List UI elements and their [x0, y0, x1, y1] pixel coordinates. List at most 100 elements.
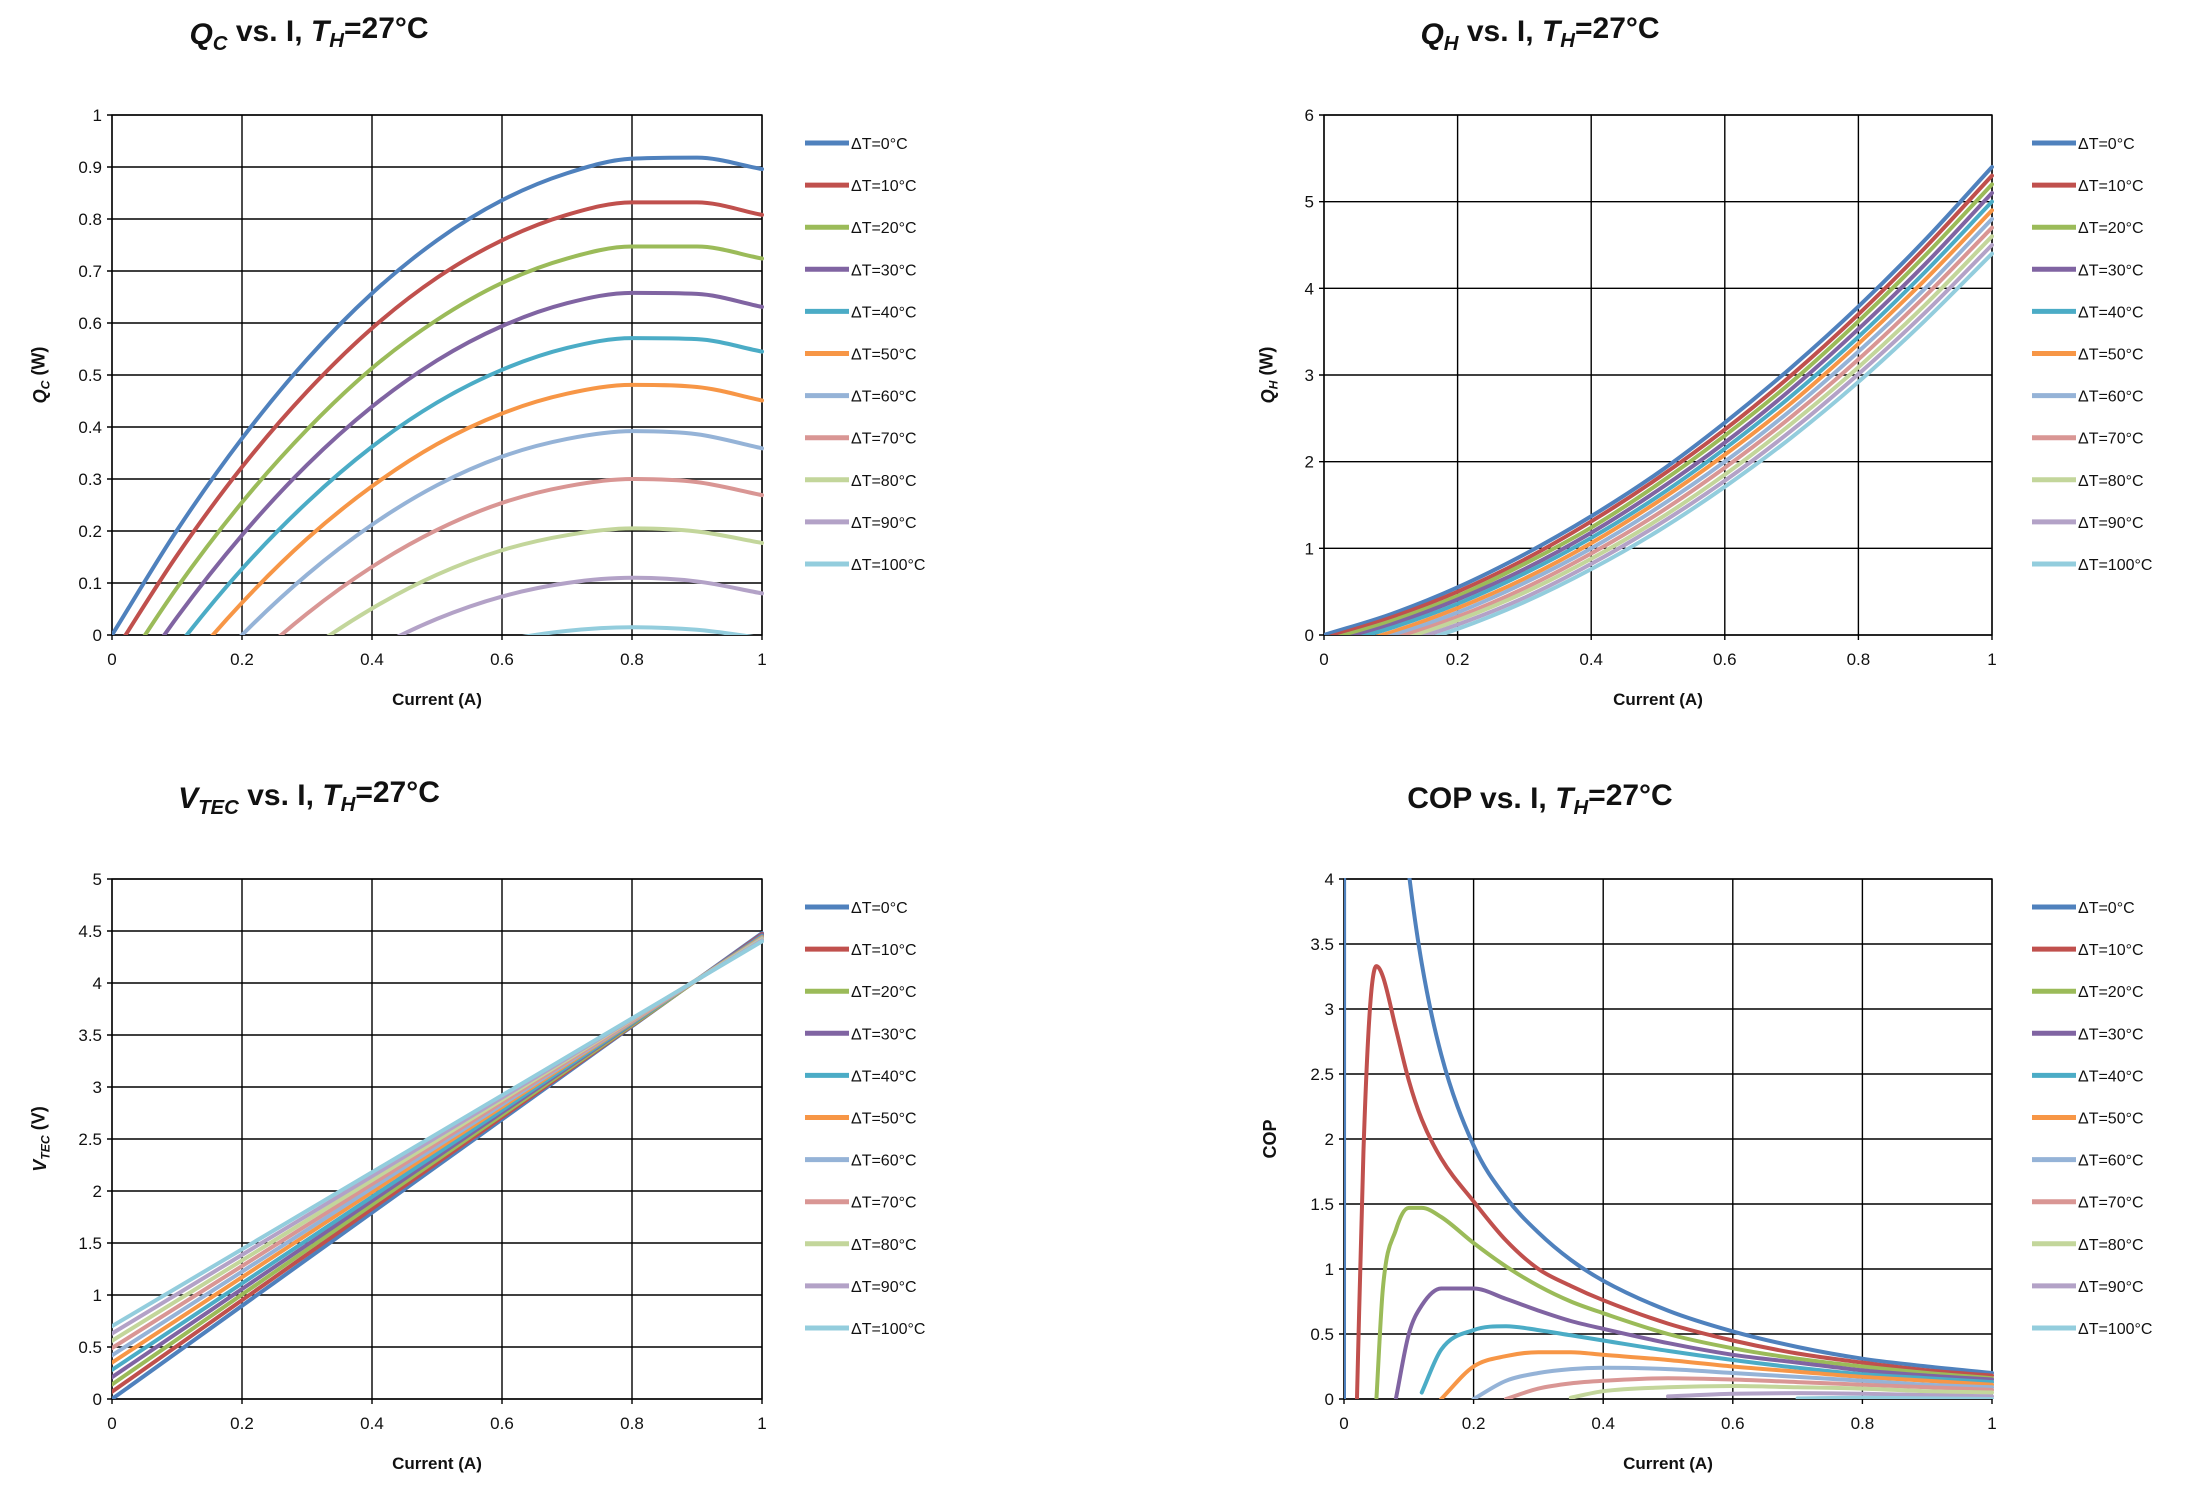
text-segment: Q — [1258, 389, 1278, 403]
y-tick-label: 0.7 — [78, 262, 102, 281]
x-tick-label: 0.6 — [1721, 1414, 1745, 1433]
legend-item: ΔT=70°C — [805, 1195, 917, 1212]
y-tick-label: 2 — [93, 1182, 102, 1201]
y-tick-label: 0 — [93, 626, 102, 645]
x-tick-label: 1 — [757, 650, 766, 669]
y-tick-label: 6 — [1305, 106, 1314, 125]
legend-item: ΔT=0°C — [805, 900, 908, 917]
series-line — [1421, 243, 1994, 635]
legend-label: ΔT=10°C — [2078, 942, 2144, 959]
legend-label: ΔT=100°C — [851, 1321, 925, 1338]
x-axis-label: Current (A) — [1613, 690, 1703, 709]
series-line — [1568, 1384, 1994, 1399]
text-segment: TEC — [198, 797, 239, 819]
legend-item: ΔT=80°C — [2032, 1237, 2144, 1254]
series-line — [326, 526, 764, 635]
y-tick-label: 0.6 — [78, 314, 102, 333]
text-segment: Q — [30, 389, 50, 403]
legend-item: ΔT=40°C — [805, 1068, 917, 1085]
series-line — [112, 155, 764, 635]
gridlines — [107, 114, 763, 640]
text-segment: H — [329, 30, 345, 52]
legend-item: ΔT=50°C — [2032, 1111, 2144, 1128]
legend-item: ΔT=50°C — [805, 1111, 917, 1128]
series-line — [1344, 878, 1994, 1399]
text-segment: Q — [189, 18, 212, 51]
series-line — [161, 290, 764, 635]
series-line — [210, 382, 764, 635]
y-tick-label: 0 — [1305, 626, 1314, 645]
x-tick-label: 0 — [107, 650, 116, 669]
text-segment: vs. I, — [228, 15, 311, 48]
y-tick-label: 0.2 — [78, 522, 102, 541]
chart-vtec-vs-current: VTEC vs. I, TH=27°C00.511.522.533.544.55… — [28, 776, 925, 1473]
legend-label: ΔT=70°C — [851, 431, 917, 448]
legend-item: ΔT=100°C — [2032, 557, 2152, 574]
series-line — [278, 477, 764, 635]
y-tick-label: 3.5 — [1310, 935, 1334, 954]
series-line — [142, 244, 764, 635]
legend-item: ΔT=60°C — [2032, 389, 2144, 406]
legend-label: ΔT=90°C — [2078, 1279, 2144, 1296]
legend-label: ΔT=100°C — [2078, 1321, 2152, 1338]
text-segment: COP — [1260, 1119, 1280, 1158]
text-segment: vs. I, — [239, 779, 322, 812]
y-axis-label: QH (W) — [1256, 347, 1280, 404]
series-line — [1471, 1365, 1994, 1399]
y-axis-label: COP — [1260, 1119, 1280, 1158]
y-tick-label: 2 — [1305, 453, 1314, 472]
legend-item: ΔT=80°C — [805, 1237, 917, 1254]
series-line — [1409, 234, 1994, 635]
chart-title: VTEC vs. I, TH=27°C — [178, 776, 440, 819]
x-tick-label: 0 — [1339, 1414, 1348, 1433]
text-segment: C — [39, 380, 53, 389]
chart-title: COP vs. I, TH=27°C — [1407, 779, 1672, 819]
legend-label: ΔT=40°C — [851, 1068, 917, 1085]
legend-label: ΔT=70°C — [851, 1195, 917, 1212]
x-tick-label: 0.8 — [1847, 650, 1871, 669]
legend-item: ΔT=0°C — [2032, 900, 2135, 917]
text-segment: =27°C — [1575, 12, 1660, 45]
plot-area-border — [111, 878, 763, 1400]
x-tick-label: 0.6 — [490, 650, 514, 669]
y-tick-label: 4 — [1325, 870, 1334, 889]
series-line — [396, 575, 764, 635]
y-tick-label: 5 — [93, 870, 102, 889]
x-tick-label: 0.2 — [230, 650, 254, 669]
y-tick-label: 0.3 — [78, 470, 102, 489]
gridlines — [1339, 878, 1993, 1404]
legend-item: ΔT=100°C — [805, 1321, 925, 1338]
legend-label: ΔT=90°C — [851, 515, 917, 532]
y-tick-label: 0.8 — [78, 210, 102, 229]
y-tick-label: 1 — [1305, 539, 1314, 558]
x-tick-label: 0.2 — [1462, 1414, 1486, 1433]
legend-label: ΔT=40°C — [851, 304, 917, 321]
legend-label: ΔT=10°C — [851, 178, 917, 195]
legend-label: ΔT=80°C — [2078, 1237, 2144, 1254]
y-tick-label: 0.5 — [78, 1338, 102, 1357]
legend-item: ΔT=10°C — [2032, 942, 2144, 959]
legend-label: ΔT=50°C — [851, 347, 917, 364]
legend-item: ΔT=70°C — [2032, 431, 2144, 448]
legend-item: ΔT=40°C — [2032, 1068, 2144, 1085]
series-line — [112, 939, 764, 1329]
series-line — [522, 625, 754, 635]
legend-item: ΔT=30°C — [2032, 1026, 2144, 1043]
legend-label: ΔT=100°C — [2078, 557, 2152, 574]
legend-label: ΔT=0°C — [851, 136, 908, 153]
chart-title: QC vs. I, TH=27°C — [189, 12, 428, 55]
legend-label: ΔT=20°C — [2078, 984, 2144, 1001]
text-segment: =27°C — [344, 12, 429, 45]
x-tick-label: 1 — [757, 1414, 766, 1433]
text-segment: vs. I, — [1459, 15, 1542, 48]
y-tick-label: 4 — [93, 974, 102, 993]
legend-item: ΔT=70°C — [805, 431, 917, 448]
series-line — [1386, 217, 1994, 635]
series-lines — [1324, 165, 1994, 635]
y-tick-label: 0.9 — [78, 158, 102, 177]
text-segment: Q — [1420, 18, 1443, 51]
legend-item: ΔT=80°C — [2032, 473, 2144, 490]
y-tick-label: 3.5 — [78, 1026, 102, 1045]
legend-label: ΔT=20°C — [851, 984, 917, 1001]
